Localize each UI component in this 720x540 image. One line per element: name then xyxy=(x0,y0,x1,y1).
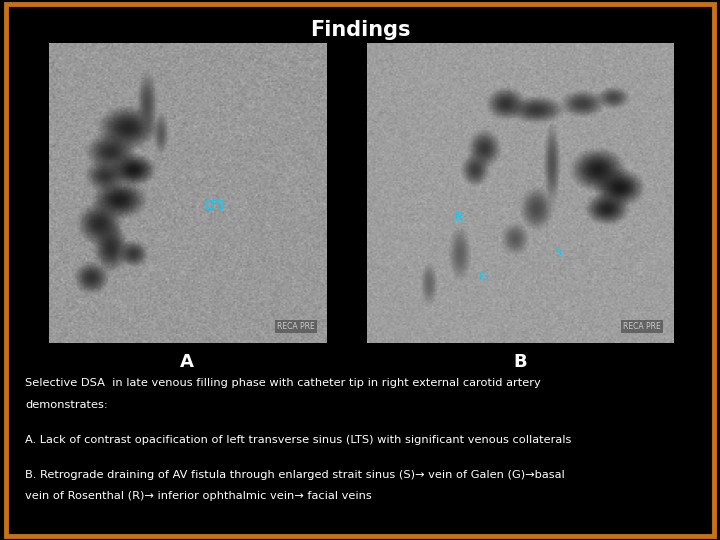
Text: B. Retrograde draining of AV fistula through enlarged strait sinus (S)→ vein of : B. Retrograde draining of AV fistula thr… xyxy=(25,470,565,480)
Text: Selective DSA  in late venous filling phase with catheter tip in right external : Selective DSA in late venous filling pha… xyxy=(25,378,541,388)
Text: Findings: Findings xyxy=(310,19,410,40)
Text: B: B xyxy=(513,353,526,371)
Text: LTS: LTS xyxy=(204,199,226,212)
Text: G: G xyxy=(479,271,488,284)
Text: A. Lack of contrast opacification of left transverse sinus (LTS) with significan: A. Lack of contrast opacification of lef… xyxy=(25,435,572,445)
Text: S: S xyxy=(553,246,561,260)
Text: vein of Rosenthal (R)→ inferior ophthalmic vein→ facial veins: vein of Rosenthal (R)→ inferior ophthalm… xyxy=(25,491,372,502)
Text: RECA PRE: RECA PRE xyxy=(624,322,661,331)
Text: demonstrates:: demonstrates: xyxy=(25,400,108,410)
Text: A: A xyxy=(180,353,194,371)
Text: RECA PRE: RECA PRE xyxy=(277,322,315,331)
Text: R: R xyxy=(454,211,464,224)
